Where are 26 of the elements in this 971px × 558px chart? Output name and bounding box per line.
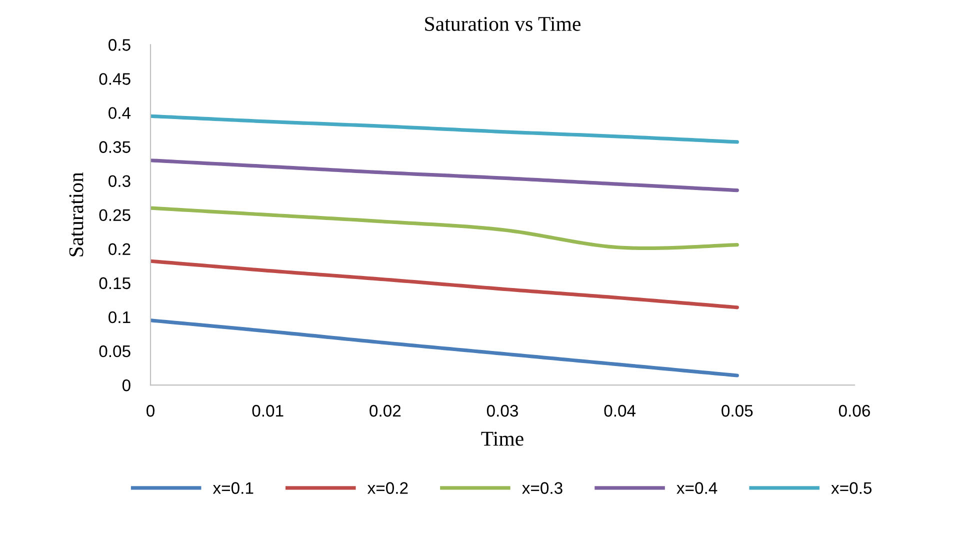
x-tick-label: 0.04: [604, 404, 636, 417]
y-tick-label: 0.1: [108, 311, 130, 324]
x-tick-label: 0.01: [252, 404, 284, 417]
y-tick-label: 0.35: [99, 141, 130, 153]
x-tick-label: 0.03: [486, 404, 518, 417]
y-tick-label: 0.05: [99, 345, 130, 358]
x-axis-title: Time: [481, 432, 524, 446]
legend-label: x=0.4: [676, 482, 718, 494]
y-tick-label: 0.4: [108, 107, 131, 119]
y-tick-label: 0: [122, 379, 130, 392]
legend-label: x=0.5: [831, 482, 872, 494]
x-tick-label: 0.02: [370, 404, 401, 417]
y-tick-label: 0.15: [99, 277, 130, 290]
y-tick-label: 0.5: [108, 39, 130, 51]
x-tick-label: 0.06: [838, 404, 870, 417]
chart-title: Saturation vs Time: [425, 16, 580, 31]
y-tick-label: 0.2: [108, 243, 130, 256]
y-tick-label: 0.3: [108, 175, 130, 187]
y-axis-title: Saturation: [69, 172, 84, 256]
y-tick-label: 0.25: [99, 209, 130, 222]
x-tick-label: 0.05: [722, 404, 753, 417]
y-tick-label: 0.45: [99, 73, 130, 85]
legend-label: x=0.2: [367, 482, 408, 494]
legend-label: x=0.3: [522, 482, 562, 494]
x-tick-label: 0: [146, 404, 154, 417]
legend-label: x=0.1: [212, 482, 254, 494]
